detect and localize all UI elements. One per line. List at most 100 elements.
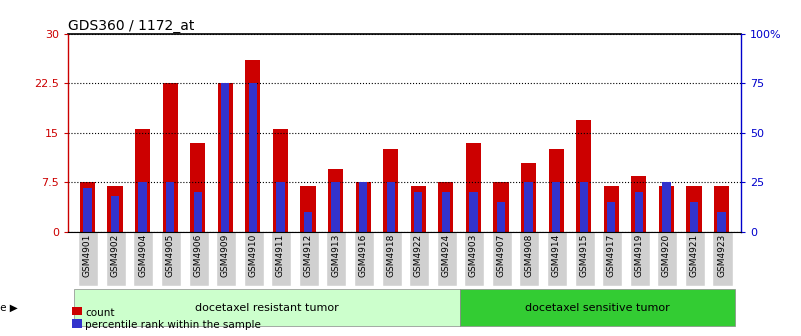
Bar <box>686 186 702 232</box>
Bar <box>469 192 477 232</box>
Bar <box>576 232 594 286</box>
Text: GSM4910: GSM4910 <box>248 234 257 277</box>
Bar <box>107 186 123 232</box>
Bar <box>466 143 481 232</box>
Text: GSM4905: GSM4905 <box>166 234 175 277</box>
Bar <box>658 232 678 286</box>
Bar <box>714 232 733 286</box>
Bar <box>273 129 288 232</box>
Bar <box>548 232 567 286</box>
Bar <box>166 182 175 232</box>
Text: GSM4909: GSM4909 <box>221 234 230 277</box>
Text: GSM4904: GSM4904 <box>138 234 147 277</box>
Bar <box>139 182 147 232</box>
Bar <box>631 176 646 232</box>
Text: GSM4922: GSM4922 <box>414 234 423 277</box>
Bar <box>607 202 615 232</box>
Bar <box>441 192 450 232</box>
Bar <box>135 129 150 232</box>
Bar <box>714 186 729 232</box>
Bar <box>634 192 643 232</box>
Bar <box>107 232 126 286</box>
Bar <box>437 232 457 286</box>
Bar <box>162 232 181 286</box>
Text: GSM4902: GSM4902 <box>111 234 119 277</box>
Text: GSM4903: GSM4903 <box>469 234 478 277</box>
Text: GDS360 / 1172_at: GDS360 / 1172_at <box>68 18 195 33</box>
Text: GSM4915: GSM4915 <box>579 234 588 277</box>
Bar <box>493 182 509 232</box>
Bar <box>438 182 453 232</box>
Bar <box>245 60 260 232</box>
Bar <box>521 163 536 232</box>
Bar <box>248 83 257 232</box>
Bar <box>245 232 264 286</box>
Text: GSM4920: GSM4920 <box>662 234 671 277</box>
Bar <box>83 188 91 232</box>
Bar <box>190 232 208 286</box>
Bar <box>80 182 95 232</box>
Text: GSM4908: GSM4908 <box>524 234 533 277</box>
Bar <box>383 149 398 232</box>
Text: GSM4913: GSM4913 <box>331 234 340 277</box>
Bar <box>552 182 561 232</box>
Bar <box>300 232 319 286</box>
Bar <box>718 212 726 232</box>
Bar <box>493 232 512 286</box>
Text: GSM4916: GSM4916 <box>359 234 368 277</box>
Bar <box>328 232 347 286</box>
Bar <box>272 232 292 286</box>
Bar <box>659 186 674 232</box>
Bar <box>460 290 735 326</box>
Bar <box>332 182 340 232</box>
Bar <box>414 192 422 232</box>
Text: GSM4917: GSM4917 <box>607 234 616 277</box>
Bar <box>686 232 705 286</box>
Bar <box>525 182 533 232</box>
Bar <box>383 232 401 286</box>
Text: GSM4914: GSM4914 <box>552 234 561 277</box>
Text: disease state ▶: disease state ▶ <box>0 303 18 312</box>
Bar <box>521 232 540 286</box>
Text: count: count <box>85 308 115 318</box>
Bar <box>194 192 202 232</box>
Bar <box>359 182 368 232</box>
Text: GSM4924: GSM4924 <box>441 234 450 277</box>
Bar <box>580 182 588 232</box>
Bar <box>221 83 229 232</box>
Text: GSM4919: GSM4919 <box>634 234 643 277</box>
Bar <box>190 143 205 232</box>
Bar <box>411 186 426 232</box>
Bar <box>276 182 284 232</box>
Bar <box>218 83 233 232</box>
Bar <box>328 169 343 232</box>
Bar <box>111 196 119 232</box>
Bar <box>662 182 670 232</box>
Bar <box>356 182 371 232</box>
Bar <box>74 290 460 326</box>
Bar <box>355 232 374 286</box>
Text: GSM4918: GSM4918 <box>386 234 395 277</box>
Text: GSM4923: GSM4923 <box>717 234 727 277</box>
Bar <box>387 182 395 232</box>
Text: GSM4906: GSM4906 <box>193 234 202 277</box>
Bar <box>79 232 99 286</box>
Text: GSM4901: GSM4901 <box>83 234 92 277</box>
Text: GSM4912: GSM4912 <box>304 234 312 277</box>
Bar <box>465 232 485 286</box>
Bar <box>135 232 154 286</box>
Text: docetaxel resistant tumor: docetaxel resistant tumor <box>195 303 339 312</box>
Text: percentile rank within the sample: percentile rank within the sample <box>85 320 261 330</box>
Bar <box>497 202 505 232</box>
Bar <box>304 212 312 232</box>
Bar <box>576 120 591 232</box>
Bar <box>217 232 236 286</box>
Bar <box>630 232 650 286</box>
Bar <box>410 232 429 286</box>
Bar <box>690 202 698 232</box>
Text: GSM4921: GSM4921 <box>690 234 698 277</box>
Bar <box>163 83 178 232</box>
Text: GSM4911: GSM4911 <box>276 234 285 277</box>
Bar <box>603 232 622 286</box>
Text: GSM4907: GSM4907 <box>497 234 505 277</box>
